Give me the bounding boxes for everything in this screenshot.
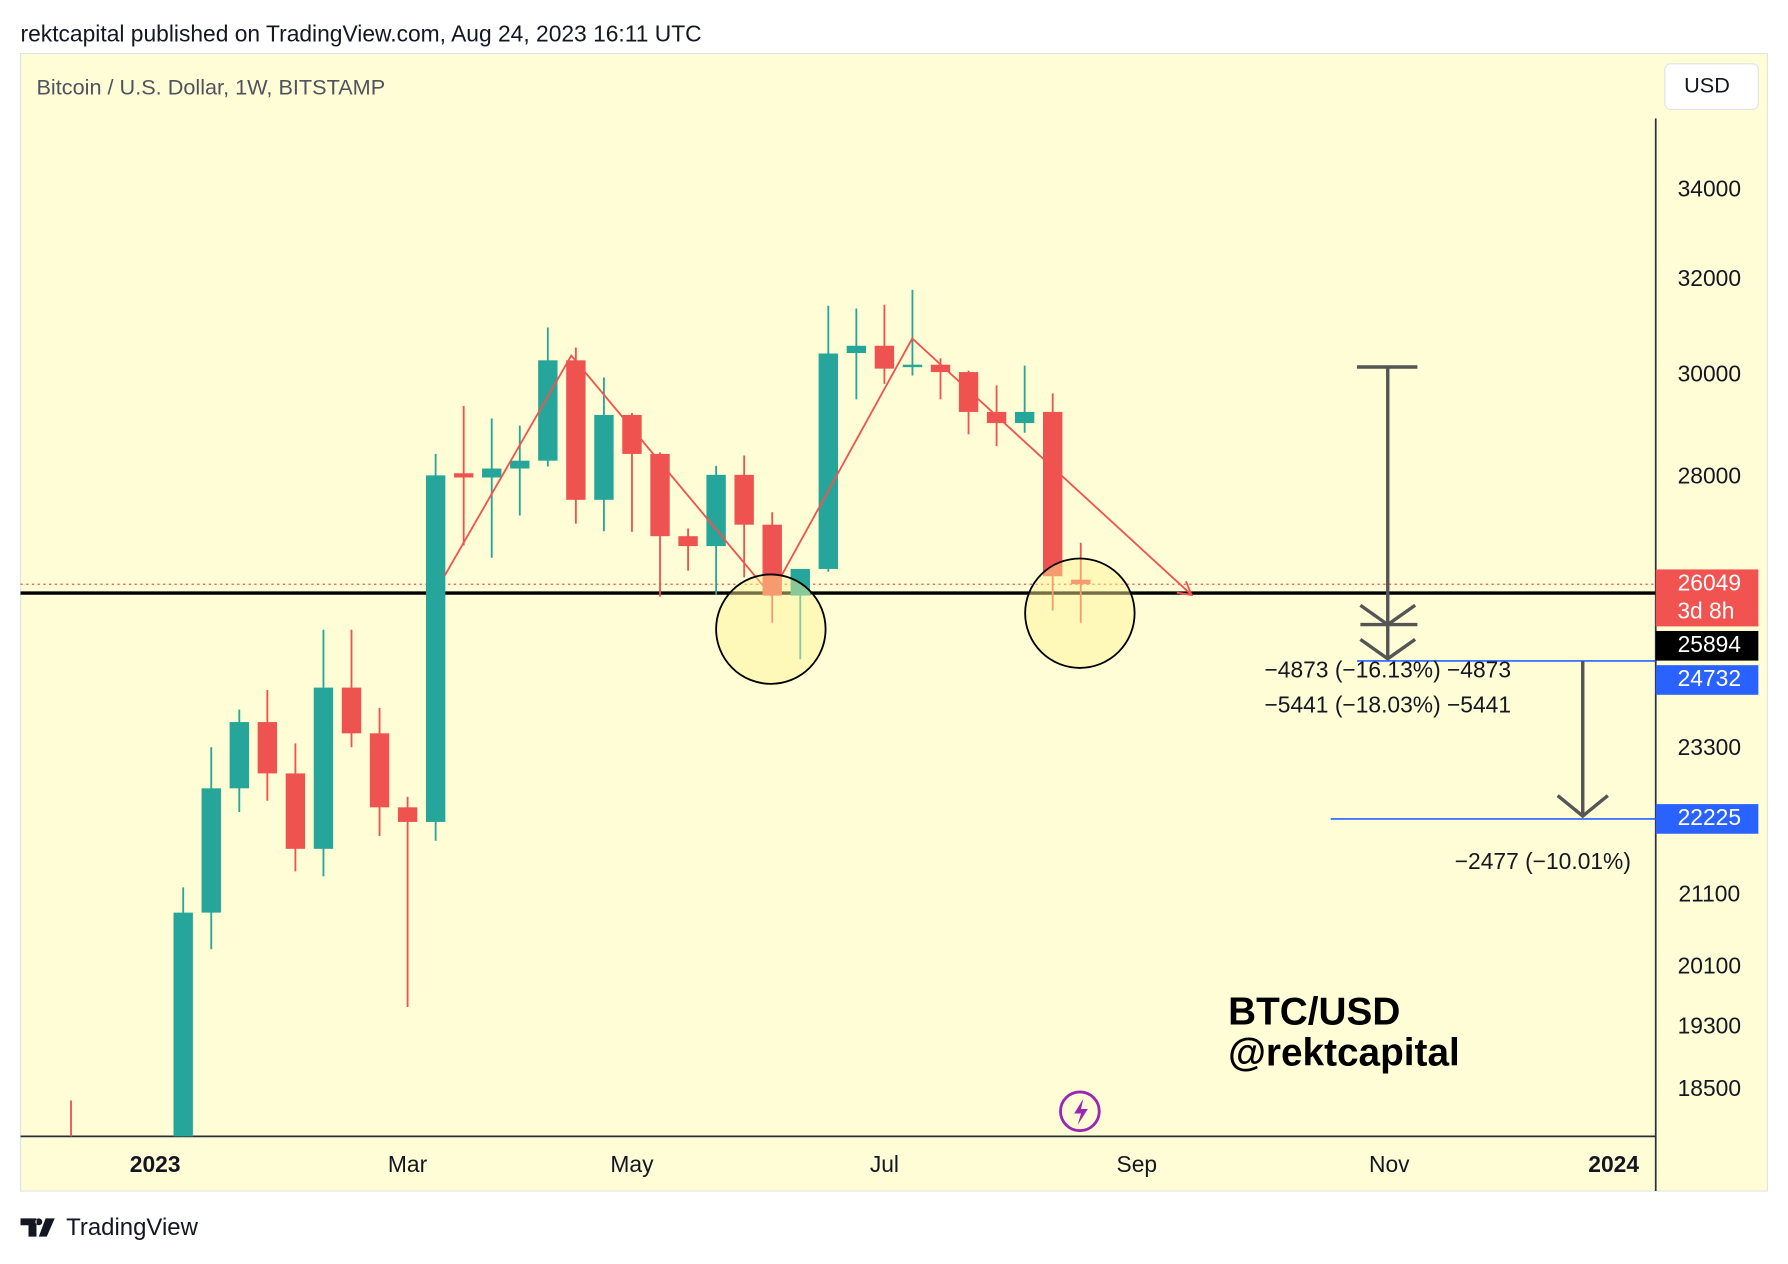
candle-body — [930, 364, 951, 373]
candle-body — [706, 474, 726, 547]
price-label: 25894 — [1678, 631, 1742, 657]
price-label-box — [1655, 665, 1759, 695]
candle-body — [538, 360, 558, 461]
candle-body — [510, 460, 530, 469]
candle-body — [1014, 411, 1035, 424]
price-label-box — [1655, 630, 1759, 661]
candle-body — [734, 474, 754, 525]
candle-body — [818, 353, 839, 569]
icon-ring[interactable] — [1059, 1090, 1101, 1133]
x-tick-label: Jul — [870, 1151, 899, 1177]
candle-body — [846, 345, 867, 354]
price-label-box — [1655, 569, 1759, 627]
y-tick-label: 34000 — [1678, 176, 1741, 202]
x-tick-label: 2024 — [1588, 1151, 1639, 1177]
y-tick-label: 20100 — [1678, 952, 1741, 978]
y-tick-label: 19300 — [1678, 1013, 1741, 1039]
candle-body — [173, 912, 193, 1137]
tradingview-logo: TradingView — [20, 1214, 199, 1241]
candle-body — [257, 722, 278, 774]
currency-button[interactable] — [1664, 63, 1759, 110]
chart-panel — [19, 52, 1769, 1192]
price-label: 22225 — [1678, 804, 1741, 830]
price-label-box — [1655, 804, 1759, 834]
price-label: 24732 — [1678, 665, 1741, 691]
highlight-circle — [715, 573, 827, 685]
measure-chevron — [1556, 794, 1609, 819]
watermark-text: BTC/USD — [1228, 991, 1400, 1034]
candle-body — [453, 473, 474, 478]
y-tick-label: 30000 — [1678, 361, 1741, 387]
candle-body — [201, 788, 221, 913]
candle-body — [482, 468, 502, 478]
trend-arrowhead — [1176, 580, 1194, 597]
x-tick-label: 2023 — [130, 1151, 181, 1177]
highlight-circle — [1024, 557, 1136, 669]
x-tick-label: Sep — [1117, 1151, 1158, 1177]
lightning-icon[interactable] — [1059, 1090, 1101, 1133]
candle-body — [285, 773, 306, 849]
measure-label: −4873 (−16.13%) −4873 — [1264, 656, 1511, 682]
y-tick-label: 23300 — [1678, 734, 1741, 760]
candle-body — [622, 414, 642, 454]
candle-body — [229, 722, 249, 789]
x-tick-label: Nov — [1369, 1151, 1410, 1177]
measure-chevron — [1359, 638, 1417, 661]
candle-body — [986, 411, 1007, 424]
candle-body — [1042, 411, 1063, 577]
candle-body — [678, 536, 698, 547]
candle-body — [369, 733, 390, 808]
candle-body — [650, 453, 670, 537]
plot-area — [20, 289, 1656, 1137]
publish-header: rektcapital published on TradingView.com… — [21, 20, 702, 46]
y-tick-label: 28000 — [1678, 463, 1741, 489]
overlay: 34000 32000 30000 28000 23300 21100 20100 19300… — [130, 176, 1759, 1177]
x-tick-label: Mar — [388, 1151, 428, 1177]
candle-body — [958, 372, 979, 412]
candle-body — [425, 475, 446, 822]
price-label: 26049 — [1678, 569, 1741, 595]
candle-body — [594, 414, 614, 500]
y-tick-label: 18500 — [1678, 1075, 1741, 1101]
countdown-label: 3d 8h — [1677, 598, 1734, 624]
y-tick-label: 32000 — [1678, 265, 1741, 291]
candle-body — [1071, 579, 1091, 585]
candle-body — [341, 687, 362, 734]
measure-label: −5441 (−18.03%) −5441 — [1264, 692, 1511, 718]
candle-body — [874, 345, 895, 369]
candle-body — [902, 364, 923, 368]
currency-button-label[interactable]: USD — [1684, 72, 1730, 97]
chart-title: Bitcoin / U.S. Dollar, 1W, BITSTAMP — [36, 75, 385, 100]
candle-body — [762, 524, 782, 596]
footer-brand: TradingView — [66, 1214, 198, 1241]
logo-icon — [20, 1218, 55, 1237]
candle-body — [397, 807, 418, 822]
icon-bolt[interactable] — [1074, 1098, 1088, 1125]
watermark-text: @rektcapital — [1228, 1032, 1460, 1075]
x-tick-label: May — [610, 1151, 654, 1177]
trend-zigzag — [443, 337, 1193, 597]
candle-body — [566, 360, 586, 500]
measure-label: −2477 (−10.01%) — [1455, 848, 1631, 874]
y-tick-label: 21100 — [1678, 881, 1740, 907]
candle-body — [313, 687, 334, 849]
